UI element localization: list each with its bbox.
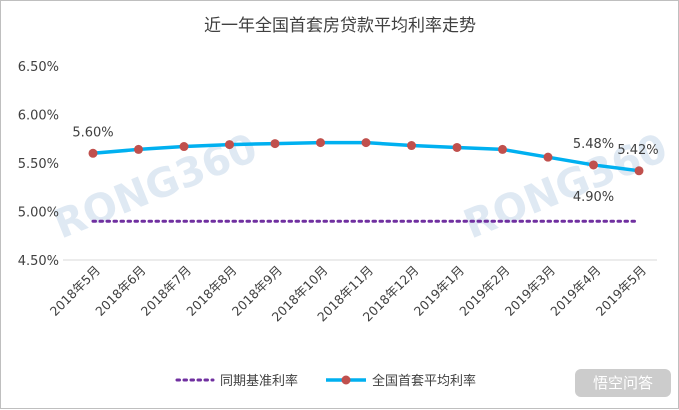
data-point (452, 142, 462, 152)
y-tick-label: 5.50% (18, 157, 59, 172)
chart-title: 近一年全国首套房贷款平均利率走势 (204, 16, 476, 36)
series-layer (88, 138, 644, 223)
y-tick-label: 6.50% (18, 60, 59, 75)
data-point (134, 144, 143, 154)
data-label: 4.90% (573, 190, 614, 205)
legend-label-baseline: 同期基准利率 (220, 373, 298, 389)
data-point (589, 160, 598, 170)
data-point (407, 141, 416, 151)
corner-badge: 悟空问答 (575, 369, 671, 397)
corner-badge-bg (575, 369, 671, 397)
data-label: 5.60% (72, 125, 113, 140)
legend-marker-average (341, 375, 351, 385)
x-axis: 2018年5月2018年6月2018年7月2018年8月2018年9月2018年… (47, 263, 649, 325)
data-point (225, 140, 234, 150)
y-tick-label: 5.00% (18, 206, 59, 221)
data-point (634, 166, 644, 176)
data-point (270, 139, 280, 149)
data-label: 5.42% (617, 143, 658, 158)
data-labels: 5.60% 5.48% 5.42% 4.90% (72, 125, 658, 205)
data-point (498, 144, 507, 154)
y-tick-label: 6.00% (18, 109, 59, 124)
corner-watermark: 悟空问答 (593, 374, 653, 392)
data-label: 5.48% (573, 137, 614, 152)
data-point (543, 152, 553, 162)
data-point (316, 138, 325, 148)
data-point (179, 142, 189, 152)
legend: 同期基准利率 全国首套平均利率 (175, 373, 476, 389)
data-point (361, 138, 371, 148)
legend-label-average: 全国首套平均利率 (372, 373, 476, 389)
y-axis: 6.50% 6.00% 5.50% 5.00% 4.50% (18, 60, 59, 269)
y-tick-label: 4.50% (18, 254, 59, 269)
data-point (88, 148, 98, 158)
